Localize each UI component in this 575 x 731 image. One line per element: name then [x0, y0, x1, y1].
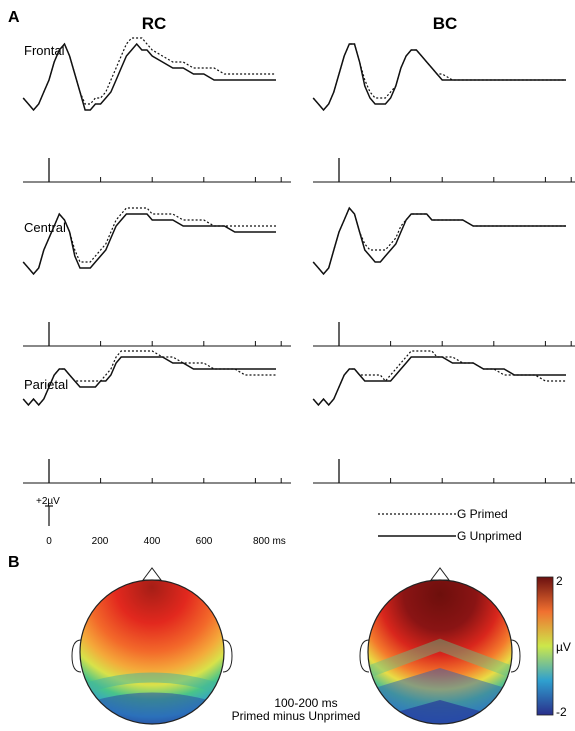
region-label-parietal: Parietal — [24, 377, 68, 392]
topo-ear-left — [71, 639, 82, 673]
legend: G Primed G Unprimed — [378, 507, 522, 543]
time-tick-label-0: 0 — [46, 536, 52, 547]
colorbar-unit-label: µV — [556, 640, 571, 654]
topo-nose — [430, 567, 450, 581]
time-tick-label-400: 400 — [144, 536, 161, 547]
colorbar-max-label: 2 — [556, 574, 563, 588]
erp-waveform-unprimed — [22, 42, 276, 112]
colorbar-min-label: -2 — [556, 705, 567, 719]
erp-waveform-primed — [312, 206, 566, 275]
time-tick-label-200: 200 — [92, 536, 109, 547]
topo-map-rc — [71, 567, 233, 725]
erp-panels — [22, 37, 575, 484]
erp-waveform-unprimed — [22, 356, 276, 407]
erp-waveform-primed — [22, 350, 276, 406]
erp-waveform-unprimed — [312, 356, 566, 407]
erp-waveform-primed — [312, 350, 566, 406]
condition-title-rc: RC — [142, 14, 167, 33]
erp-waveform-unprimed — [312, 43, 566, 112]
topo-nose — [142, 567, 162, 581]
legend-unprimed-label: G Unprimed — [457, 529, 522, 543]
erp-waveform-unprimed — [22, 212, 276, 276]
legend-primed-label: G Primed — [457, 507, 508, 521]
topo-head-outline — [367, 579, 513, 725]
panel-b-label: B — [8, 554, 20, 571]
topo-ear-right — [510, 639, 521, 673]
colorbar: 2 µV -2 — [536, 574, 571, 719]
region-label-central: Central — [24, 220, 66, 235]
panel-a-label: A — [8, 9, 20, 26]
topo-caption-time: 100-200 ms — [274, 696, 337, 710]
time-tick-label-600: 600 — [196, 536, 213, 547]
colorbar-gradient — [536, 576, 554, 716]
topo-ear-right — [222, 639, 233, 673]
topo-ear-left — [359, 639, 370, 673]
topo-caption-contrast: Primed minus Unprimed — [232, 709, 361, 723]
scale-and-time-axis: +2µV 0 200 400 600 800 ms — [36, 496, 286, 547]
condition-title-bc: BC — [433, 14, 458, 33]
region-label-frontal: Frontal — [24, 43, 65, 58]
time-tick-label-800: 800 ms — [253, 536, 286, 547]
scale-bar-label: +2µV — [36, 496, 60, 507]
topo-map-bc — [359, 567, 521, 725]
erp-waveform-unprimed — [312, 206, 566, 276]
topo-head-outline — [79, 579, 225, 725]
